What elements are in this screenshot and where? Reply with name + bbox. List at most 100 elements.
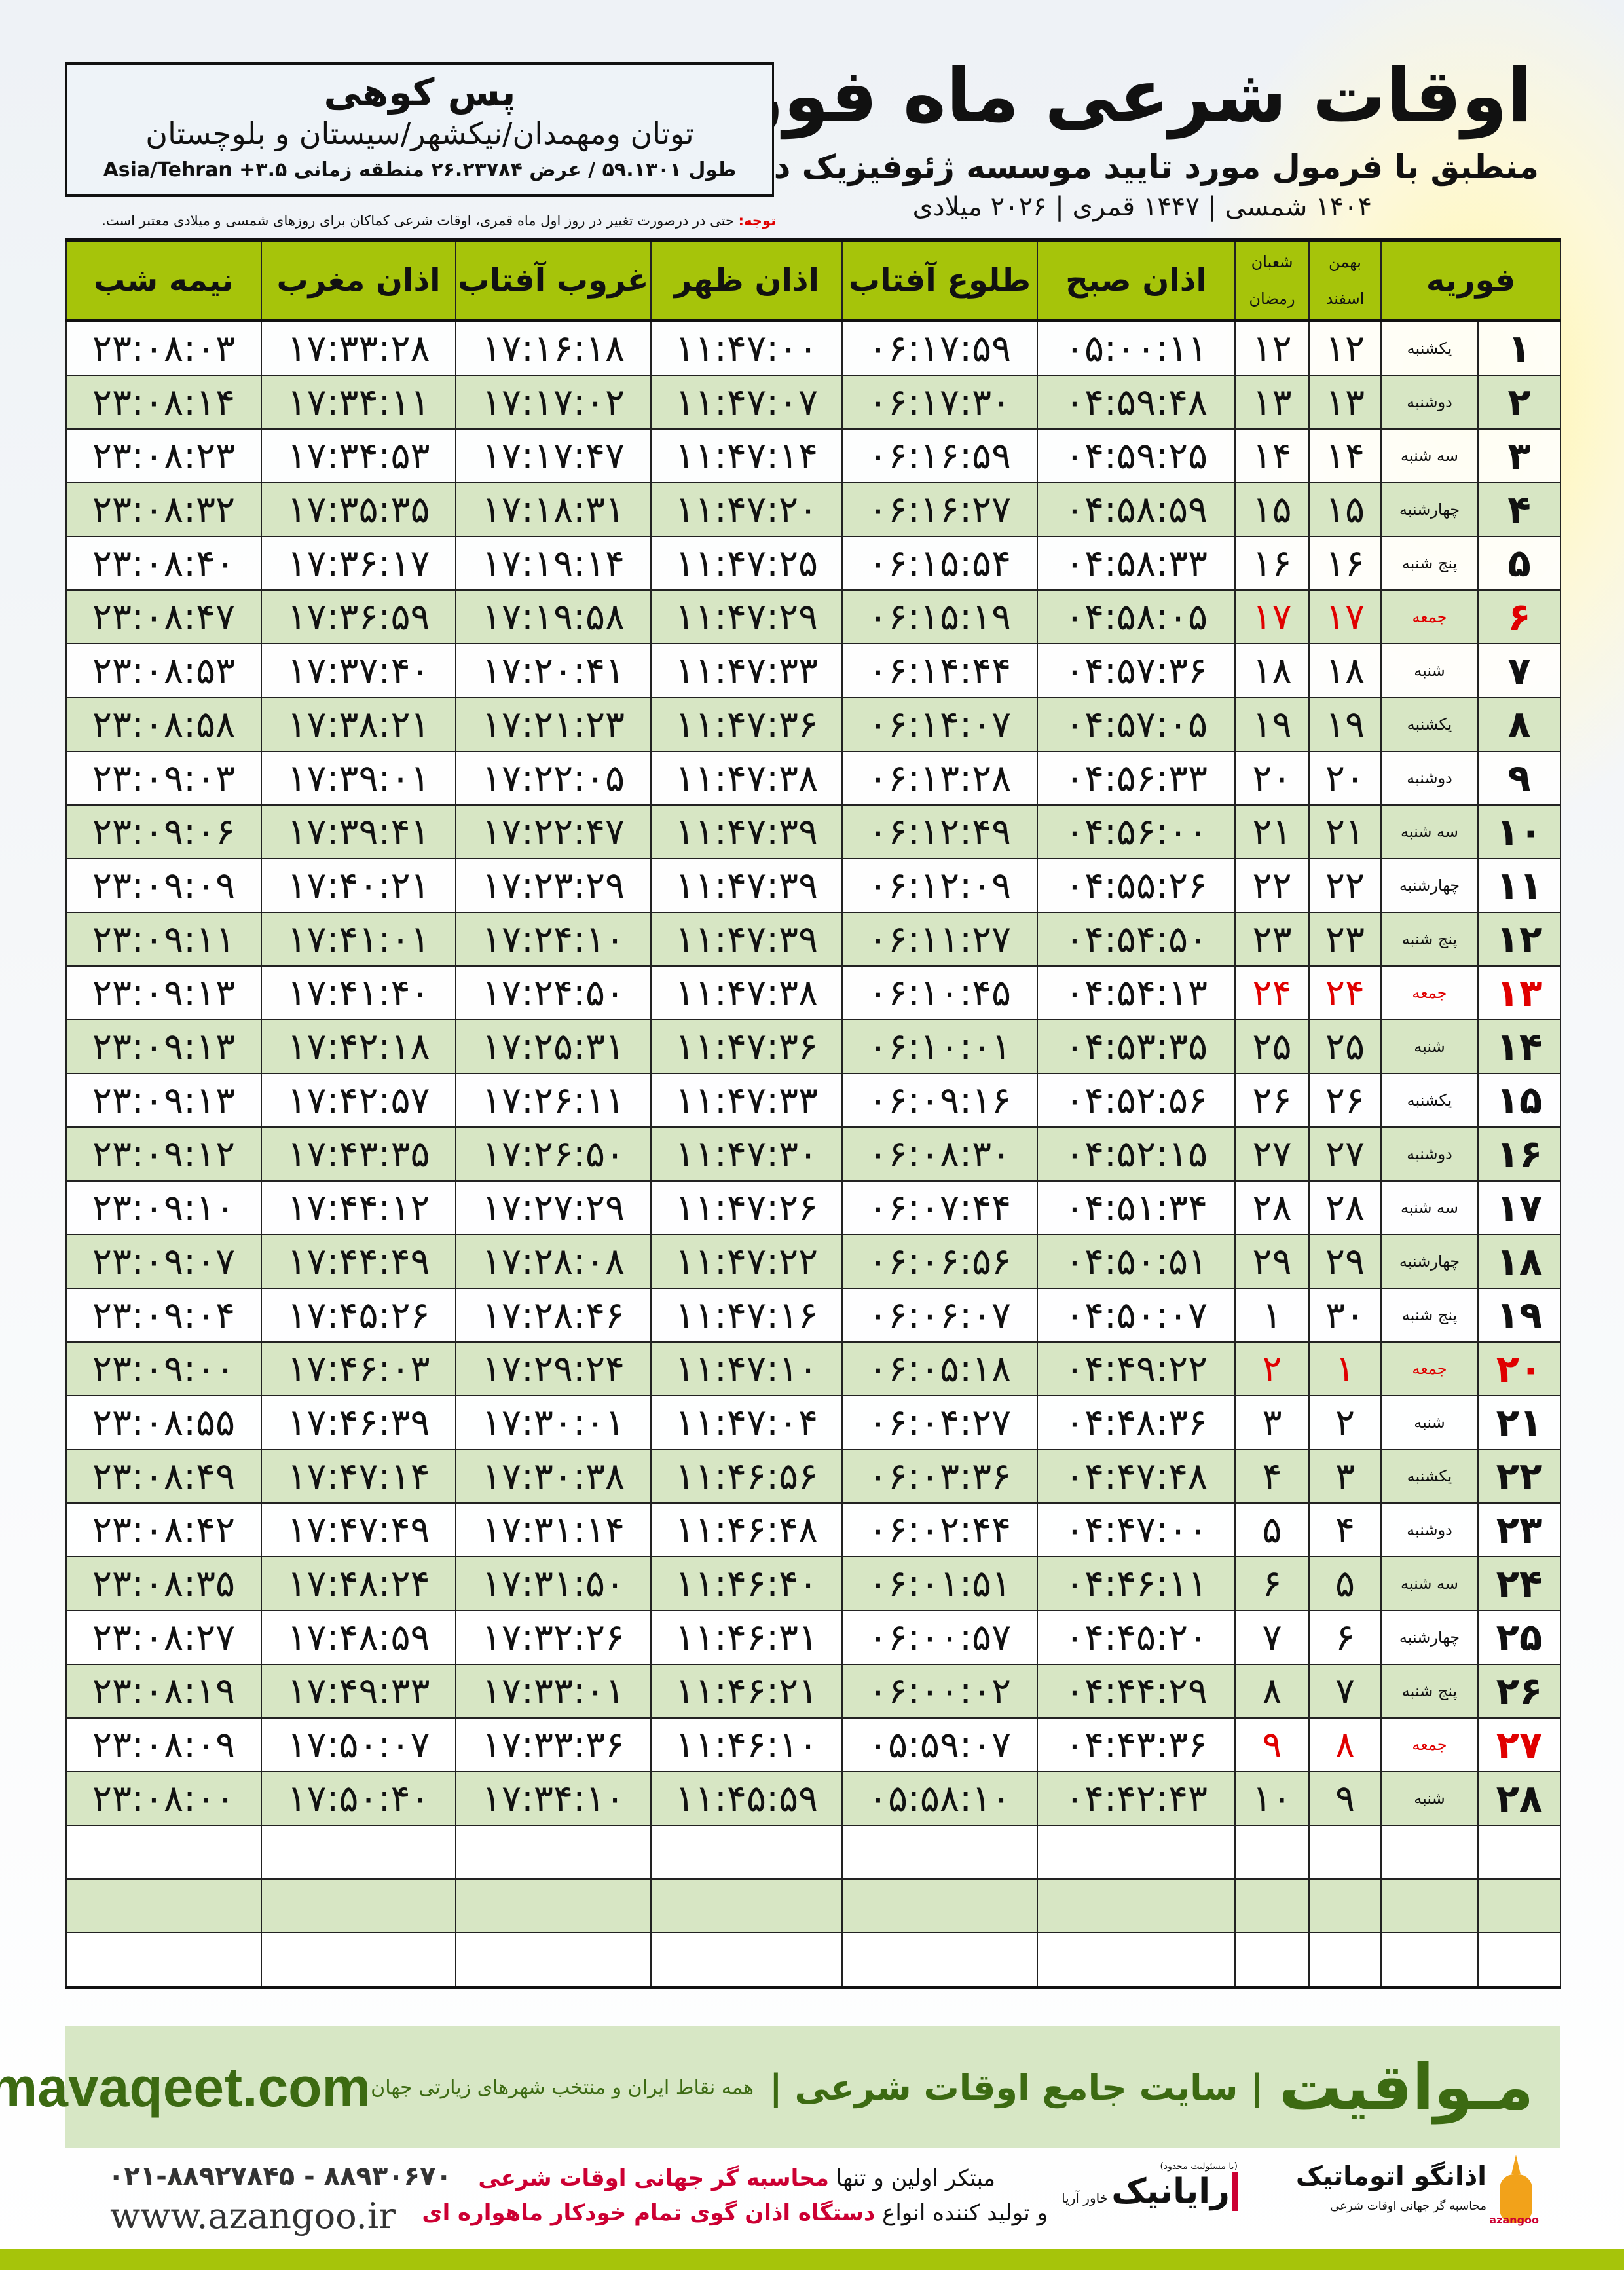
dhuhr-time: ۱۱:۴۷:۰۷ bbox=[650, 375, 843, 430]
day-number: ۲۱ bbox=[1477, 1395, 1562, 1450]
sunset-time: ۱۷:۲۱:۲۳ bbox=[455, 697, 652, 752]
sunset-time: ۱۷:۳۱:۱۴ bbox=[455, 1502, 652, 1557]
table-row: ۸ یکشنبه ۱۹ ۱۹ ۰۴:۵۷:۰۵ ۰۶:۱۴:۰۷ ۱۱:۴۷:۳۶ ۱۷:۲۱… bbox=[65, 697, 1562, 752]
maghrib-time: ۱۷:۳۵:۳۵ bbox=[261, 482, 456, 537]
lunar-day: ۲ bbox=[1234, 1341, 1310, 1396]
sunrise-time: ۰۶:۰۵:۱۸ bbox=[841, 1341, 1038, 1396]
weekday: سه شنبه bbox=[1380, 1180, 1479, 1235]
solar-day: ۵ bbox=[1308, 1556, 1382, 1611]
header-month: فوریه bbox=[1380, 238, 1562, 322]
fajr-time: ۰۴:۵۹:۲۵ bbox=[1037, 428, 1236, 483]
day-number: ۲۳ bbox=[1477, 1502, 1562, 1557]
solar-day: ۱۸ bbox=[1308, 643, 1382, 698]
table-row: ۱۲ پنج شنبه ۲۳ ۲۳ ۰۴:۵۴:۵۰ ۰۶:۱۱:۲۷ ۱۱:۴۷:۳۹ ۱۷… bbox=[65, 912, 1562, 967]
table-row: ۱ یکشنبه ۱۲ ۱۲ ۰۵:۰۰:۱۱ ۰۶:۱۷:۵۹ ۱۱:۴۷:۰۰ ۱۷:۱۶… bbox=[65, 319, 1562, 376]
maghrib-time: ۱۷:۳۹:۰۱ bbox=[261, 751, 456, 806]
weekday: پنج شنبه bbox=[1380, 1288, 1479, 1343]
empty-cell bbox=[1308, 1825, 1382, 1880]
table-row: ۲۲ یکشنبه ۳ ۴ ۰۴:۴۷:۴۸ ۰۶:۰۳:۳۶ ۱۱:۴۶:۵۶ ۱۷:۳۰:… bbox=[65, 1449, 1562, 1504]
dhuhr-time: ۱۱:۴۷:۳۶ bbox=[650, 1019, 843, 1074]
header-solar-bottom: اسفند bbox=[1325, 289, 1365, 308]
maghrib-time: ۱۷:۴۶:۳۹ bbox=[261, 1395, 456, 1450]
weekday: پنج شنبه bbox=[1380, 536, 1479, 591]
solar-day: ۱۲ bbox=[1308, 319, 1382, 376]
solar-day: ۸ bbox=[1308, 1717, 1382, 1772]
maghrib-time: ۱۷:۳۳:۲۸ bbox=[261, 319, 456, 376]
sunrise-time: ۰۶:۰۲:۴۴ bbox=[841, 1502, 1038, 1557]
solar-day: ۱۴ bbox=[1308, 428, 1382, 483]
minaret-icon bbox=[1500, 2155, 1532, 2223]
fajr-time: ۰۴:۵۷:۰۵ bbox=[1037, 697, 1236, 752]
dhuhr-time: ۱۱:۴۷:۱۶ bbox=[650, 1288, 843, 1343]
sunset-time: ۱۷:۱۸:۳۱ bbox=[455, 482, 652, 537]
fajr-time: ۰۴:۵۰:۵۱ bbox=[1037, 1234, 1236, 1289]
maghrib-time: ۱۷:۳۸:۲۱ bbox=[261, 697, 456, 752]
solar-day: ۲۷ bbox=[1308, 1126, 1382, 1182]
day-number: ۱ bbox=[1477, 319, 1562, 376]
fajr-time: ۰۴:۴۹:۲۲ bbox=[1037, 1341, 1236, 1396]
lunar-day: ۲۵ bbox=[1234, 1019, 1310, 1074]
dhuhr-time: ۱۱:۴۷:۱۴ bbox=[650, 428, 843, 483]
empty-cell bbox=[261, 1825, 456, 1880]
table-row: ۲۶ پنج شنبه ۷ ۸ ۰۴:۴۴:۲۹ ۰۶:۰۰:۰۲ ۱۱:۴۶:۲۱ ۱۷:۳… bbox=[65, 1664, 1562, 1719]
sunset-time: ۱۷:۳۲:۲۶ bbox=[455, 1610, 652, 1665]
lunar-day: ۲۳ bbox=[1234, 912, 1310, 967]
empty-cell bbox=[261, 1932, 456, 1988]
midnight-time: ۲۳:۰۹:۰۰ bbox=[65, 1341, 262, 1396]
table-row: ۱۷ سه شنبه ۲۸ ۲۸ ۰۴:۵۱:۳۴ ۰۶:۰۷:۴۴ ۱۱:۴۷:۲۶ ۱۷:… bbox=[65, 1180, 1562, 1235]
midnight-time: ۲۳:۰۸:۳۵ bbox=[65, 1556, 262, 1611]
dhuhr-time: ۱۱:۴۷:۲۲ bbox=[650, 1234, 843, 1289]
table-row: ۶ جمعه ۱۷ ۱۷ ۰۴:۵۸:۰۵ ۰۶:۱۵:۱۹ ۱۱:۴۷:۲۹ ۱۷:۱۹:۵… bbox=[65, 589, 1562, 644]
fajr-time: ۰۴:۵۶:۰۰ bbox=[1037, 804, 1236, 859]
dhuhr-time: ۱۱:۴۷:۳۹ bbox=[650, 912, 843, 967]
dhuhr-time: ۱۱:۴۶:۵۶ bbox=[650, 1449, 843, 1504]
lunar-day: ۳ bbox=[1234, 1395, 1310, 1450]
weekday: دوشنبه bbox=[1380, 1502, 1479, 1557]
day-number: ۱۵ bbox=[1477, 1073, 1562, 1128]
midnight-time: ۲۳:۰۹:۰۶ bbox=[65, 804, 262, 859]
empty-cell bbox=[841, 1878, 1038, 1933]
dhuhr-time: ۱۱:۴۷:۱۰ bbox=[650, 1341, 843, 1396]
dhuhr-time: ۱۱:۴۷:۳۸ bbox=[650, 751, 843, 806]
fajr-time: ۰۴:۴۳:۳۶ bbox=[1037, 1717, 1236, 1772]
table-header: فوریه بهمن اسفند شعبان رمضان اذان صبح طلوع… bbox=[65, 238, 1562, 322]
maghrib-time: ۱۷:۳۹:۴۱ bbox=[261, 804, 456, 859]
midnight-time: ۲۳:۰۸:۴۹ bbox=[65, 1449, 262, 1504]
midnight-time: ۲۳:۰۹:۱۰ bbox=[65, 1180, 262, 1235]
maghrib-time: ۱۷:۴۸:۲۴ bbox=[261, 1556, 456, 1611]
midnight-time: ۲۳:۰۹:۱۳ bbox=[65, 1019, 262, 1074]
azangoo-link[interactable]: www.azangoo.ir bbox=[110, 2195, 396, 2237]
sunrise-time: ۰۶:۰۰:۵۷ bbox=[841, 1610, 1038, 1665]
sunrise-time: ۰۶:۰۸:۳۰ bbox=[841, 1126, 1038, 1182]
sunrise-time: ۰۶:۱۲:۴۹ bbox=[841, 804, 1038, 859]
table-row: ۱۵ یکشنبه ۲۶ ۲۶ ۰۴:۵۲:۵۶ ۰۶:۰۹:۱۶ ۱۱:۴۷:۳۳ ۱۷:۲… bbox=[65, 1073, 1562, 1128]
sunset-time: ۱۷:۳۰:۰۱ bbox=[455, 1395, 652, 1450]
dhuhr-time: ۱۱:۴۷:۳۳ bbox=[650, 643, 843, 698]
solar-day: ۳۰ bbox=[1308, 1288, 1382, 1343]
dhuhr-time: ۱۱:۴۷:۲۰ bbox=[650, 482, 843, 537]
day-number: ۶ bbox=[1477, 589, 1562, 644]
empty-cell bbox=[650, 1932, 843, 1988]
midnight-time: ۲۳:۰۹:۰۹ bbox=[65, 858, 262, 913]
weekday: جمعه bbox=[1380, 589, 1479, 644]
day-number: ۱۱ bbox=[1477, 858, 1562, 913]
sunrise-time: ۰۵:۵۸:۱۰ bbox=[841, 1771, 1038, 1826]
table-row: ۲۵ چهارشنبه ۶ ۷ ۰۴:۴۵:۲۰ ۰۶:۰۰:۵۷ ۱۱:۴۶:۳۱ ۱۷:۳… bbox=[65, 1610, 1562, 1665]
day-number: ۳ bbox=[1477, 428, 1562, 483]
mavaqeet-link[interactable]: mavaqeet.com bbox=[0, 2056, 371, 2118]
sunset-time: ۱۷:۳۴:۱۰ bbox=[455, 1771, 652, 1826]
weekday: جمعه bbox=[1380, 1717, 1479, 1772]
promo1-highlight: محاسبه گر جهانی اوقات شرعی bbox=[478, 2165, 829, 2191]
bottom-bar bbox=[0, 2249, 1624, 2270]
dhuhr-time: ۱۱:۴۷:۲۵ bbox=[650, 536, 843, 591]
empty-row bbox=[65, 1878, 1562, 1933]
empty-cell bbox=[455, 1878, 652, 1933]
coordinates: طول ۵۹.۱۳۰۱ / عرض ۲۶.۲۳۷۸۴ منطقه زمانی ۳… bbox=[103, 158, 737, 181]
day-number: ۲۲ bbox=[1477, 1449, 1562, 1504]
sunset-time: ۱۷:۲۲:۰۵ bbox=[455, 751, 652, 806]
sunrise-time: ۰۶:۱۱:۲۷ bbox=[841, 912, 1038, 967]
empty-cell bbox=[1037, 1825, 1236, 1880]
empty-cell bbox=[1234, 1932, 1310, 1988]
midnight-time: ۲۳:۰۸:۰۰ bbox=[65, 1771, 262, 1826]
solar-day: ۲۱ bbox=[1308, 804, 1382, 859]
